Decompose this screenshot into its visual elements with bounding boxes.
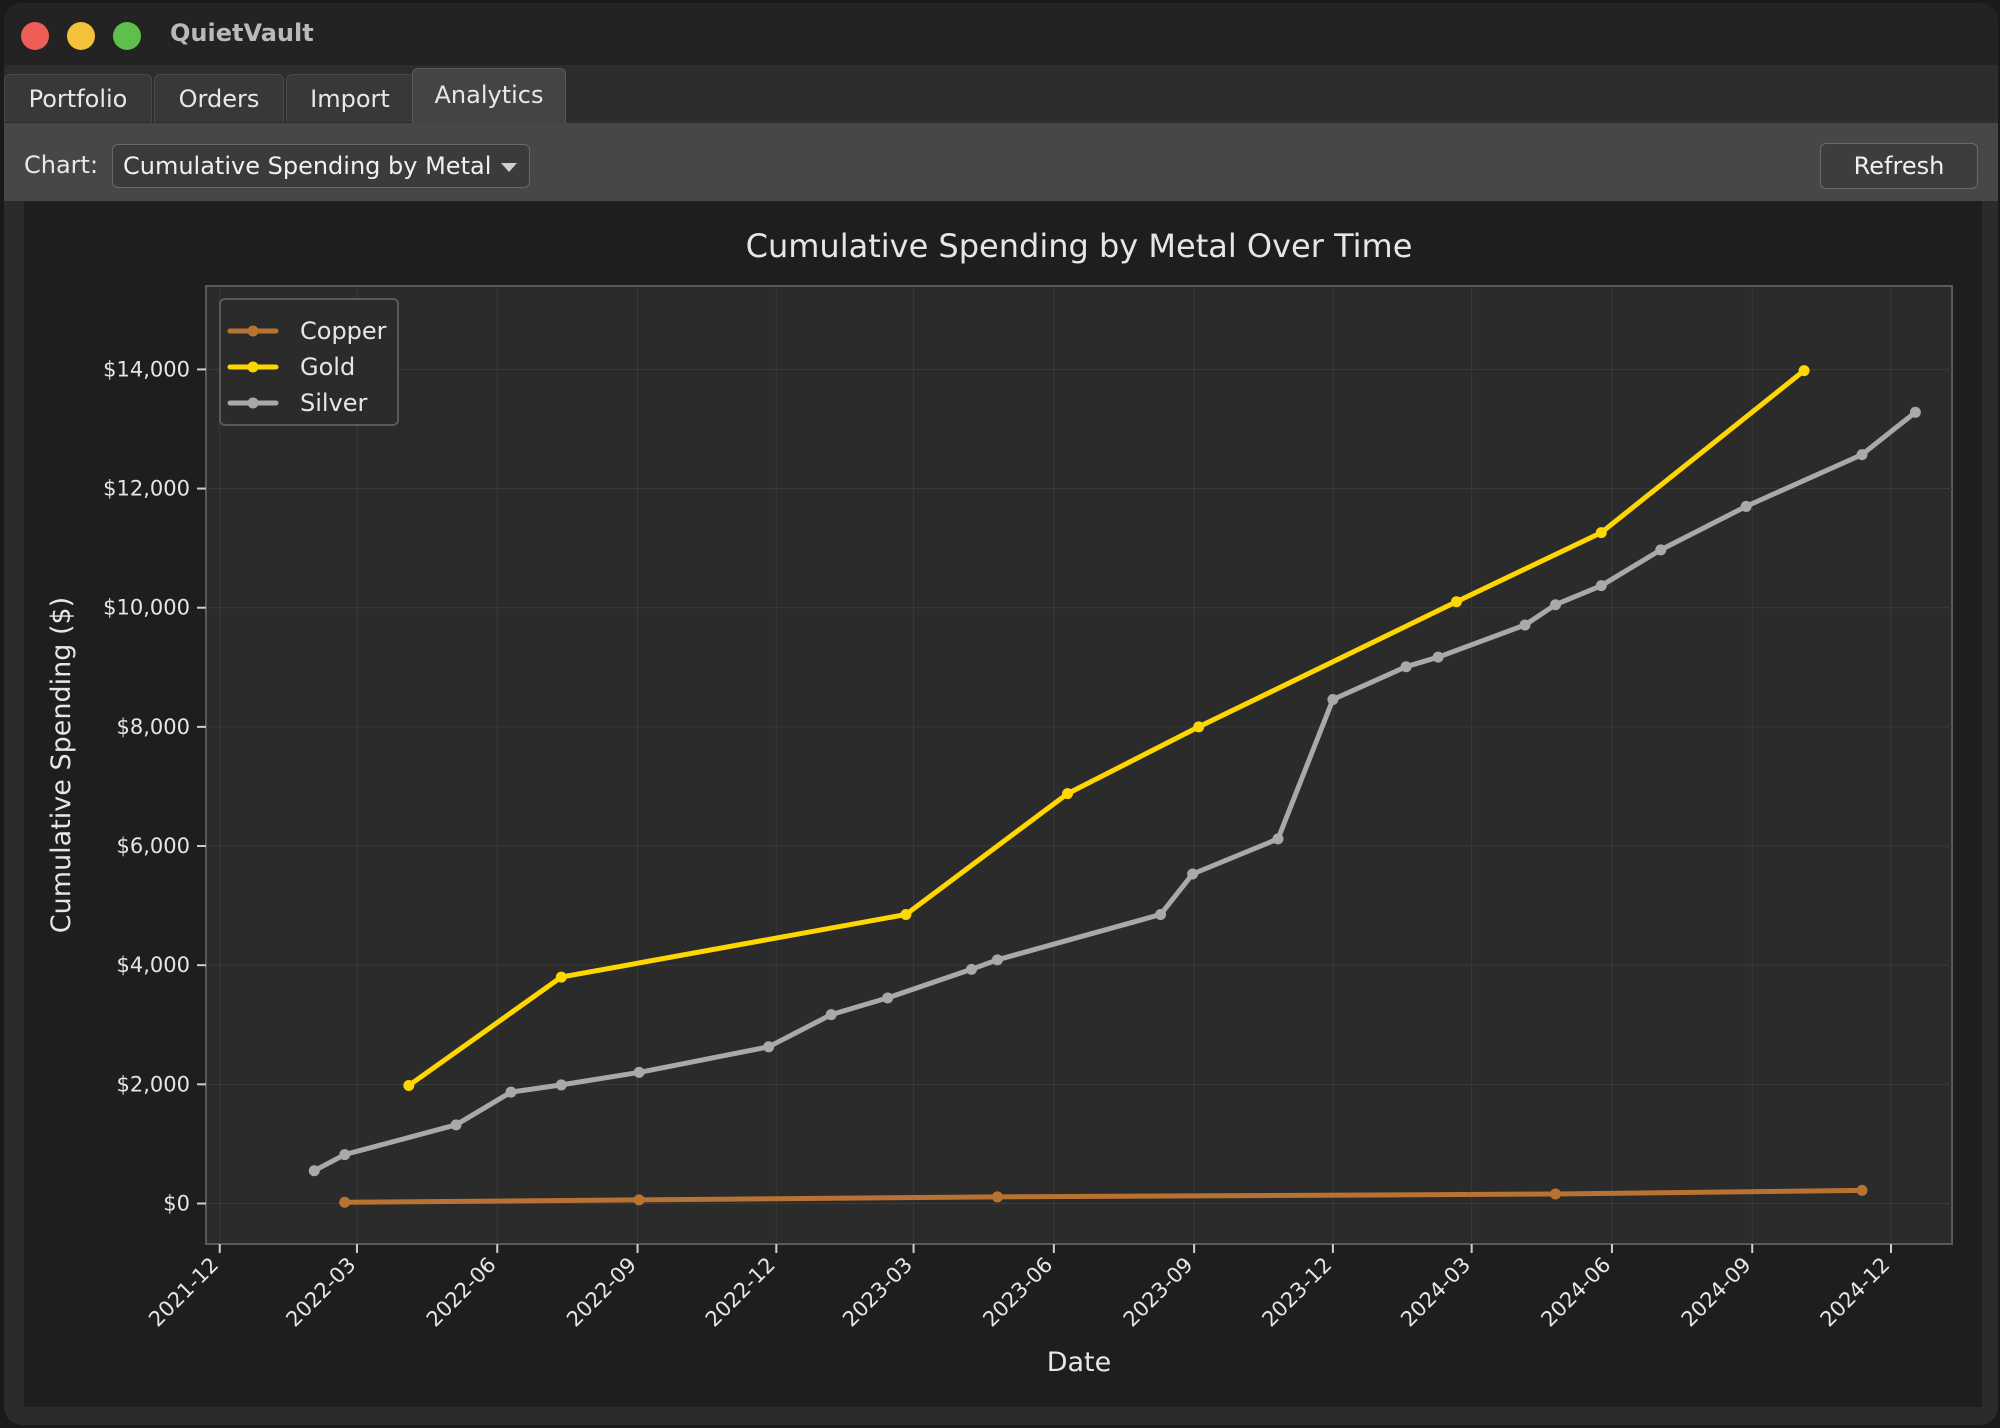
silver-data-point	[339, 1149, 351, 1161]
chart-title: Cumulative Spending by Metal Over Time	[746, 227, 1413, 265]
tab-bar: Portfolio Orders Import Analytics	[4, 65, 1998, 125]
copper-data-point	[1550, 1188, 1562, 1200]
minimize-window-button[interactable]	[67, 22, 95, 50]
y-tick-label: $14,000	[103, 357, 190, 381]
x-tick-label: 2024-09	[1677, 1253, 1756, 1332]
chart-type-select-value: Cumulative Spending by Metal	[123, 152, 492, 180]
zoom-window-button[interactable]	[113, 22, 141, 50]
tab-import[interactable]: Import	[286, 74, 414, 122]
gold-data-point	[555, 971, 567, 983]
x-tick-label: 2021-12	[144, 1253, 223, 1332]
legend-silver-label: Silver	[300, 389, 368, 417]
silver-data-point	[825, 1009, 837, 1021]
legend-gold-swatch-marker	[247, 361, 259, 373]
x-tick-label: 2022-12	[701, 1253, 780, 1332]
x-tick-label: 2023-06	[978, 1253, 1057, 1332]
legend-copper-swatch-marker	[247, 325, 259, 337]
gold-data-point	[1450, 596, 1462, 608]
x-tick-label: 2023-12	[1257, 1253, 1336, 1332]
y-tick-label: $4,000	[117, 953, 190, 977]
x-tick-label: 2024-06	[1536, 1253, 1615, 1332]
silver-data-point	[1432, 651, 1444, 663]
silver-data-point	[1272, 833, 1284, 845]
y-tick-label: $6,000	[117, 834, 190, 858]
x-tick-label: 2023-09	[1119, 1253, 1198, 1332]
close-window-button[interactable]	[21, 22, 49, 50]
gold-data-point	[900, 909, 912, 921]
silver-data-point	[763, 1041, 775, 1053]
chart-canvas: 2021-12 2022-03 2022-06 2022-09 2022-12 2023-…	[46, 227, 1953, 1378]
silver-data-point	[308, 1165, 320, 1177]
silver-data-point	[1740, 500, 1752, 512]
y-tick-label: $8,000	[117, 715, 190, 739]
silver-data-point	[1187, 868, 1199, 880]
chevron-down-icon	[501, 163, 517, 172]
silver-data-point	[1400, 661, 1412, 673]
copper-data-point	[991, 1191, 1003, 1203]
silver-data-point	[1327, 693, 1339, 705]
gold-data-point	[1062, 788, 1074, 800]
tab-portfolio[interactable]: Portfolio	[4, 74, 152, 122]
y-axis-label: Cumulative Spending ($)	[46, 597, 77, 933]
app-window: QuietVault Portfolio Orders Import Analy…	[4, 3, 1998, 1425]
chart-panel: 2021-12 2022-03 2022-06 2022-09 2022-12 2023-…	[24, 201, 1982, 1407]
x-tick-label: 2024-12	[1816, 1253, 1895, 1332]
silver-data-point	[965, 963, 977, 975]
silver-data-point	[633, 1066, 645, 1078]
y-tick-label: $12,000	[103, 477, 190, 501]
silver-data-point	[1856, 449, 1868, 461]
silver-data-point	[450, 1119, 462, 1131]
x-tick-label: 2022-06	[422, 1253, 501, 1332]
x-tick-label: 2024-03	[1396, 1253, 1475, 1332]
tab-orders[interactable]: Orders	[154, 74, 284, 122]
x-axis-label: Date	[1047, 1347, 1112, 1378]
copper-data-point	[633, 1194, 645, 1206]
plot-area	[205, 285, 1953, 1245]
gold-data-point	[403, 1080, 415, 1092]
legend-copper-label: Copper	[300, 317, 387, 345]
silver-data-point	[882, 992, 894, 1004]
y-tick-label: $2,000	[117, 1072, 190, 1096]
legend-silver-swatch-marker	[247, 397, 259, 409]
x-tick-label: 2022-09	[562, 1253, 641, 1332]
chart-legend: Copper Gold Silver	[219, 298, 399, 426]
copper-data-point	[1856, 1184, 1868, 1196]
silver-data-point	[1909, 406, 1921, 418]
silver-data-point	[1155, 909, 1167, 921]
silver-series-line	[311, 409, 1918, 1174]
y-tick-label: $0	[163, 1191, 190, 1215]
toolbar: Chart: Cumulative Spending by Metal Refr…	[4, 123, 1998, 201]
legend-gold-label: Gold	[300, 353, 355, 381]
app-title: QuietVault	[170, 19, 314, 47]
y-tick-label: $10,000	[103, 596, 190, 620]
x-tick-label: 2023-03	[838, 1253, 917, 1332]
chart-type-select[interactable]: Cumulative Spending by Metal	[112, 144, 530, 188]
chart-select-label: Chart:	[24, 151, 99, 179]
silver-data-point	[555, 1079, 567, 1091]
copper-data-point	[339, 1196, 351, 1208]
gold-data-point	[1798, 365, 1810, 377]
silver-data-point	[1550, 599, 1562, 611]
silver-data-point	[505, 1086, 517, 1098]
silver-data-point	[1595, 580, 1607, 592]
refresh-button[interactable]: Refresh	[1820, 143, 1978, 189]
x-tick-label: 2022-03	[281, 1253, 360, 1332]
silver-data-point	[1655, 544, 1667, 556]
silver-data-point	[1519, 619, 1531, 631]
gold-data-point	[1193, 721, 1205, 733]
title-bar: QuietVault	[4, 3, 1998, 65]
tab-analytics[interactable]: Analytics	[412, 68, 566, 124]
gold-series-line	[406, 368, 1807, 1088]
silver-data-point	[991, 954, 1003, 966]
gold-data-point	[1595, 527, 1607, 539]
